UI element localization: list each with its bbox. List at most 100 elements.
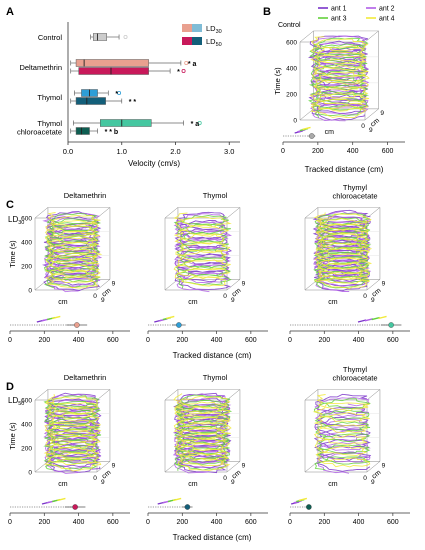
distance-tick-label: 0 — [288, 519, 292, 526]
panel-b: B Control ant 1 ant 2 ant 3 ant 4 0 200 400 60… — [263, 6, 405, 174]
distance-strip: 0 200 400 600 — [146, 497, 268, 526]
ant-trajectory — [44, 212, 103, 289]
axis-tick-nine: 9 — [231, 479, 235, 486]
time-axis-label: Time (s) — [273, 67, 282, 95]
distance-tick-label: 0 — [8, 519, 12, 526]
ant-trajectory — [314, 397, 371, 474]
box-iqr — [75, 59, 149, 67]
distance-tick-label: 0 — [288, 337, 292, 344]
box-edge — [304, 207, 319, 219]
time-tick-label: 200 — [286, 92, 297, 99]
distance-strip: 0 200 400 600 — [288, 315, 410, 344]
distance-tick-label: 400 — [73, 337, 85, 344]
box-ld30: * a — [70, 59, 197, 68]
ant-trajectory — [43, 394, 102, 472]
ant-trajectory — [309, 36, 370, 119]
box-edge — [364, 108, 379, 121]
significance-mark: * — [177, 69, 180, 76]
cm-axis-label: cm — [101, 287, 113, 298]
cm-axis-label: cm — [58, 481, 68, 488]
distance-tick-label: 600 — [245, 337, 257, 344]
axis-tick-nine: 9 — [371, 297, 375, 304]
legend-swatch — [182, 24, 192, 32]
box-ld30: * — [74, 89, 122, 98]
axis-tick-zero: 0 — [223, 293, 227, 300]
ant-distance-mark — [378, 315, 387, 320]
time-axis-label: Time (s) — [8, 422, 17, 450]
ant-distance-mark — [298, 497, 308, 502]
subplot-title: Deltamethrin — [64, 191, 107, 200]
ant-distance-mark — [364, 318, 374, 322]
cm-axis-label: cm — [371, 469, 383, 480]
axis-tick-zero: 0 — [223, 475, 227, 482]
significance-mark: * a — [191, 121, 200, 128]
box-edge — [366, 461, 381, 473]
significance-mark: * * b — [105, 129, 119, 136]
panel-a-letter: A — [6, 6, 14, 18]
mean-point — [176, 322, 182, 328]
distance-tick-label: 200 — [318, 519, 330, 526]
axis-tick-nine: 9 — [382, 462, 386, 469]
panel-d-letter: D — [6, 381, 14, 393]
significance-mark: * * — [129, 99, 137, 106]
box-edge — [164, 389, 179, 401]
x-tick-label: 2.0 — [170, 147, 180, 156]
box-edge — [299, 108, 314, 121]
box-edge — [164, 207, 179, 219]
mean-point — [306, 504, 312, 510]
subplot-title: Thymyl chloroacetate — [332, 365, 377, 383]
cm-axis-label: cm — [231, 287, 243, 298]
time-tick-label: 0 — [28, 288, 32, 295]
box-edge — [96, 461, 111, 473]
distance-tick-label: 400 — [211, 337, 223, 344]
distance-axis-label: Tracked distance (cm) — [305, 165, 384, 174]
box-edge — [34, 207, 49, 219]
ant-trajectory — [42, 211, 102, 292]
time-tick-label: 200 — [21, 264, 32, 271]
axis-tick-nine: 9 — [101, 479, 105, 486]
distance-tick-label: 200 — [176, 337, 188, 344]
ant-distance-mark — [52, 315, 61, 320]
axis-tick-nine: 9 — [231, 297, 235, 304]
distance-tick-label: 400 — [353, 337, 365, 344]
axis-tick-zero: 0 — [93, 475, 97, 482]
time-tick-label: 400 — [21, 422, 32, 429]
distance-tick-label: 200 — [38, 519, 50, 526]
box-ld50: * * — [70, 97, 137, 106]
distance-tick-label: 600 — [107, 337, 119, 344]
distance-tick-label: 200 — [318, 337, 330, 344]
category-label: Thymol — [37, 93, 62, 102]
cm-axis-label: cm — [101, 469, 113, 480]
outlier-point — [184, 61, 189, 66]
panel-c-dose: LD30 — [8, 215, 24, 226]
category-label: Deltamethrin — [19, 63, 62, 72]
distance-tick-label: 400 — [73, 519, 85, 526]
x-axis-label: Velocity (cm/s) — [128, 159, 180, 168]
box-edge — [226, 279, 241, 291]
dose-legend: LD30 LD50 — [182, 24, 222, 48]
mean-point — [72, 504, 78, 510]
axis-tick-nine: 9 — [101, 297, 105, 304]
distance-strip: 0 200 400 600 — [146, 315, 268, 344]
cm-axis-label: cm — [371, 287, 383, 298]
outlier-point — [117, 91, 122, 96]
panel-d-dose: LD50 — [8, 396, 24, 407]
ant-distance-mark — [172, 497, 182, 502]
legend-swatch — [182, 37, 192, 45]
outlier-point — [197, 121, 202, 126]
distance-strip: 0 200 400 600 — [8, 315, 130, 344]
ant-distance-mark — [371, 316, 380, 321]
box-edge — [96, 389, 111, 401]
distance-axis-label: Tracked distance (cm) — [173, 351, 252, 360]
distance-tick-label: 600 — [387, 337, 399, 344]
axis-tick-nine: 9 — [242, 280, 246, 287]
